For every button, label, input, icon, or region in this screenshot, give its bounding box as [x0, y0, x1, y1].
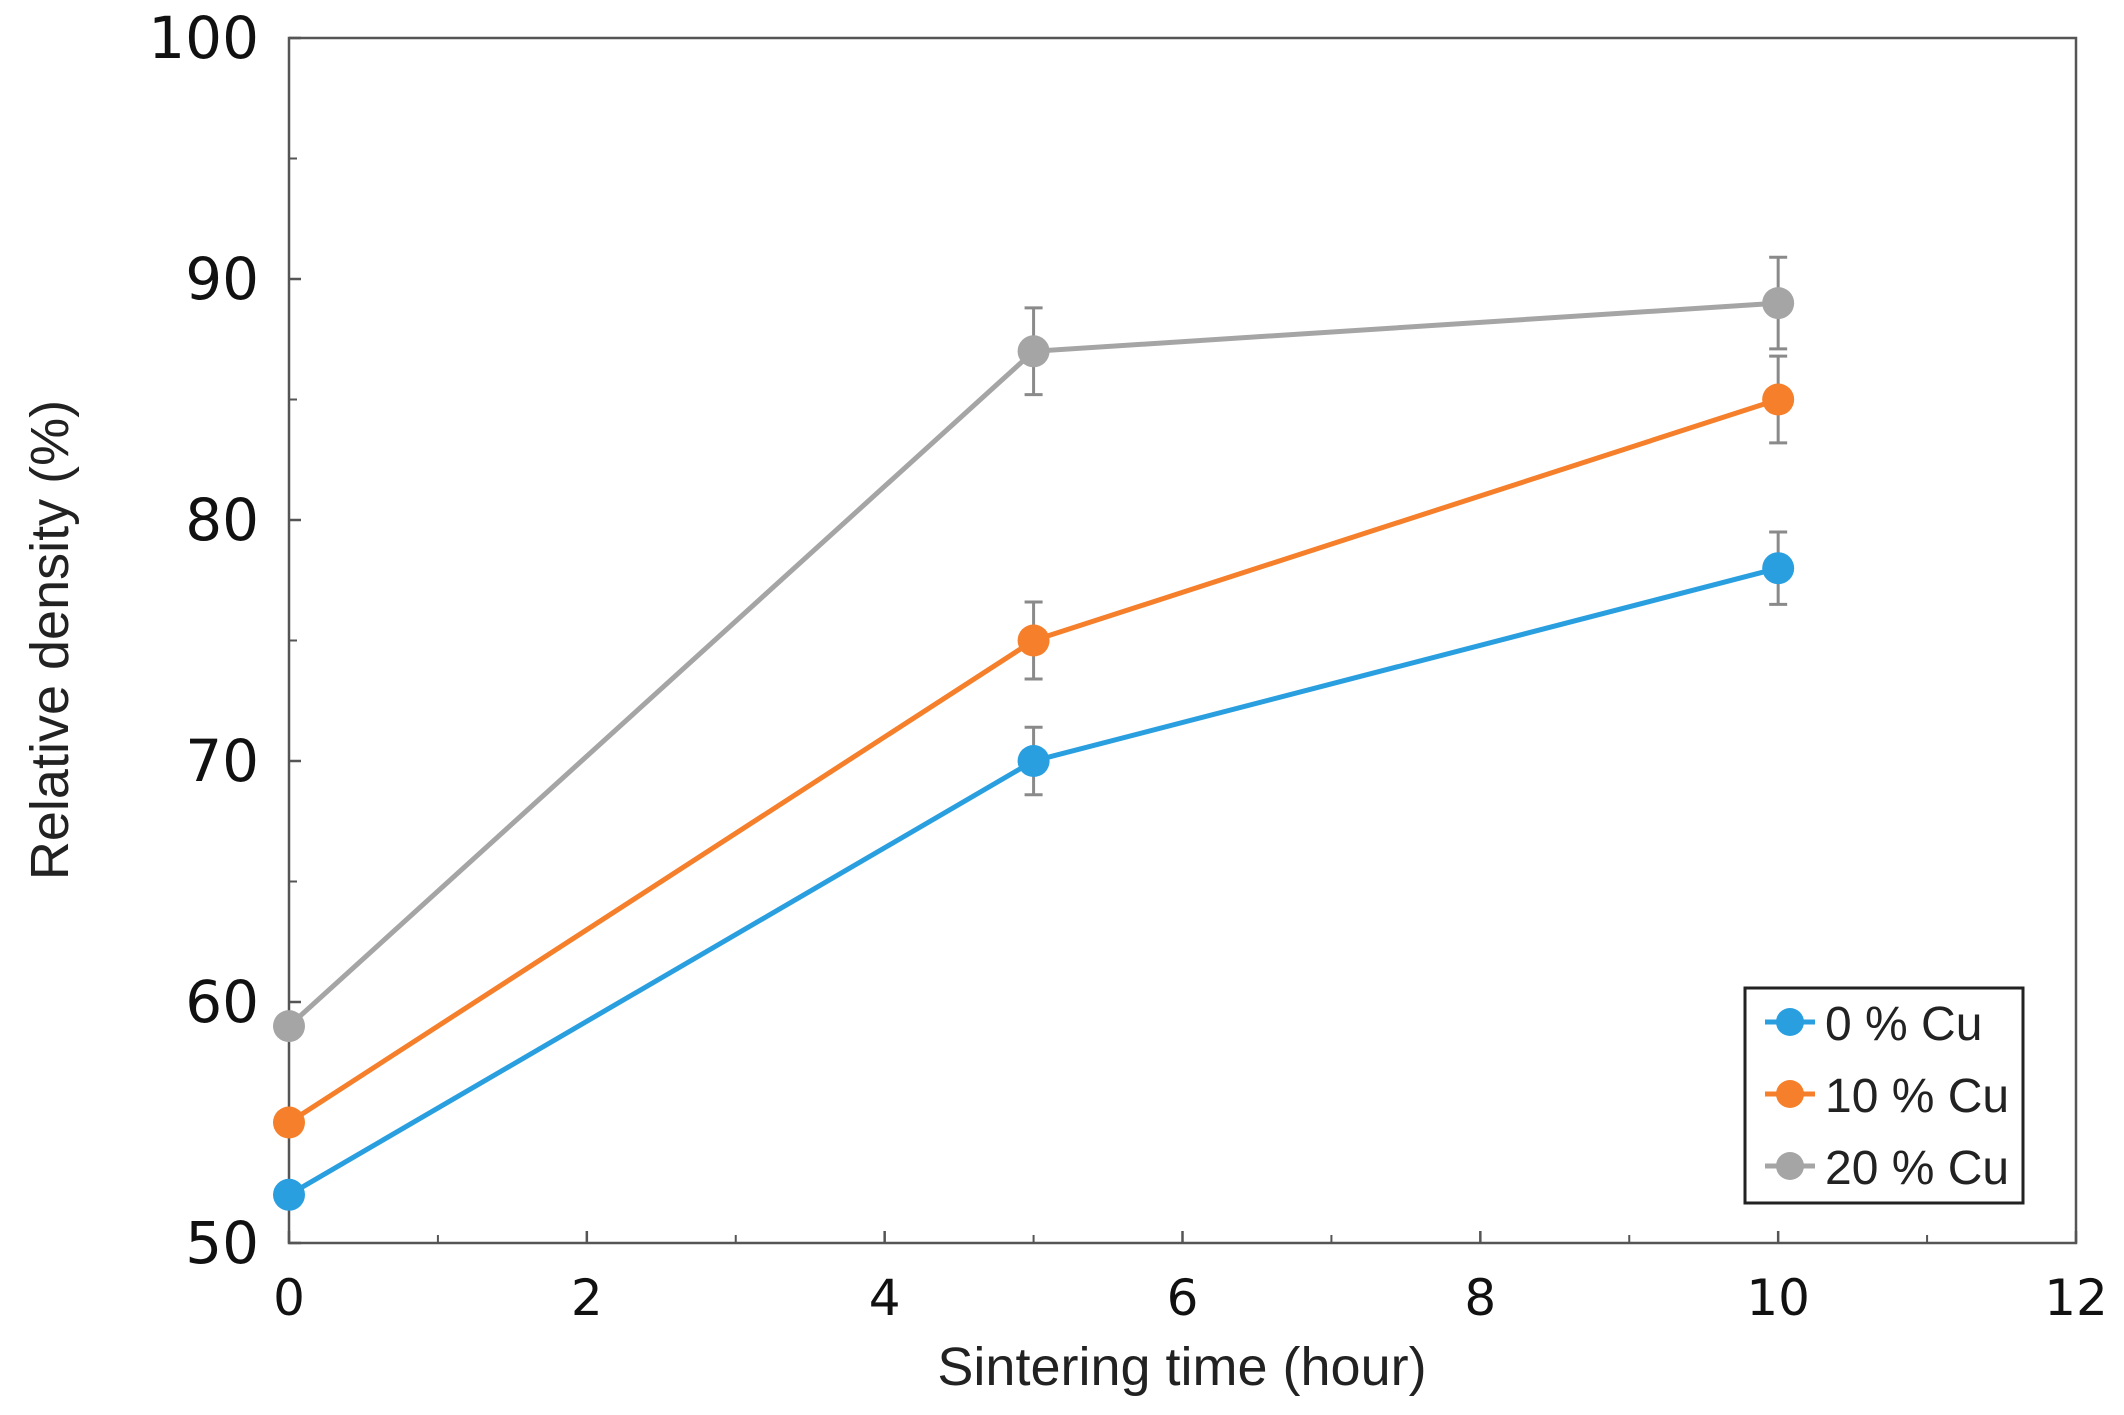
legend-label-10-cu: 10 % Cu — [1825, 1070, 2009, 1123]
series-10-cu — [273, 354, 1795, 1139]
data-point-20-cu-x10 — [1762, 287, 1795, 320]
y-axis-title: Relative density (%) — [20, 400, 80, 880]
legend-marker-0-cu — [1776, 1008, 1804, 1036]
series-0-cu — [273, 530, 1795, 1211]
data-point-0-cu-x10 — [1762, 552, 1795, 585]
y-tick-label-90: 90 — [185, 245, 259, 313]
legend: 0 % Cu 10 % Cu 20 % Cu — [1743, 986, 2025, 1205]
data-point-20-cu-x0 — [273, 1010, 305, 1043]
legend-label-20-cu: 20 % Cu — [1825, 1142, 2009, 1195]
data-point-0-cu-x5 — [1017, 745, 1050, 777]
x-axis-ticks: 0 2 4 6 8 10 12 — [273, 1231, 2108, 1327]
legend-label-0-cu: 0 % Cu — [1825, 998, 1982, 1051]
data-point-10-cu-x10 — [1762, 383, 1795, 416]
x-tick-label-0: 0 — [273, 1269, 305, 1327]
data-point-20-cu-x5 — [1017, 335, 1050, 368]
x-tick-label-12: 12 — [2044, 1269, 2108, 1327]
legend-item-20-cu: 20 % Cu — [1765, 1142, 2009, 1195]
y-tick-label-80: 80 — [185, 486, 259, 554]
x-tick-label-6: 6 — [1167, 1269, 1199, 1327]
legend-marker-10-cu — [1776, 1080, 1804, 1108]
y-tick-label-50: 50 — [185, 1209, 259, 1277]
x-axis-title: Sintering time (hour) — [937, 1337, 1426, 1397]
x-tick-label-10: 10 — [1746, 1269, 1810, 1327]
legend-item-10-cu: 10 % Cu — [1765, 1070, 2009, 1123]
series-layer — [273, 255, 1795, 1211]
y-tick-label-70: 70 — [185, 727, 259, 795]
x-tick-label-2: 2 — [571, 1269, 603, 1327]
x-tick-label-4: 4 — [869, 1269, 901, 1327]
y-axis-ticks: 50 60 70 80 90 100 — [148, 4, 301, 1277]
series-20-cu — [273, 255, 1795, 1043]
legend-item-0-cu: 0 % Cu — [1765, 998, 1982, 1051]
data-point-10-cu-x0 — [273, 1106, 305, 1139]
data-point-0-cu-x0 — [273, 1178, 305, 1211]
y-tick-label-60: 60 — [185, 968, 259, 1036]
legend-marker-20-cu — [1776, 1152, 1804, 1180]
data-point-10-cu-x5 — [1017, 624, 1050, 657]
x-tick-label-8: 8 — [1464, 1269, 1496, 1327]
y-tick-label-100: 100 — [148, 4, 259, 72]
